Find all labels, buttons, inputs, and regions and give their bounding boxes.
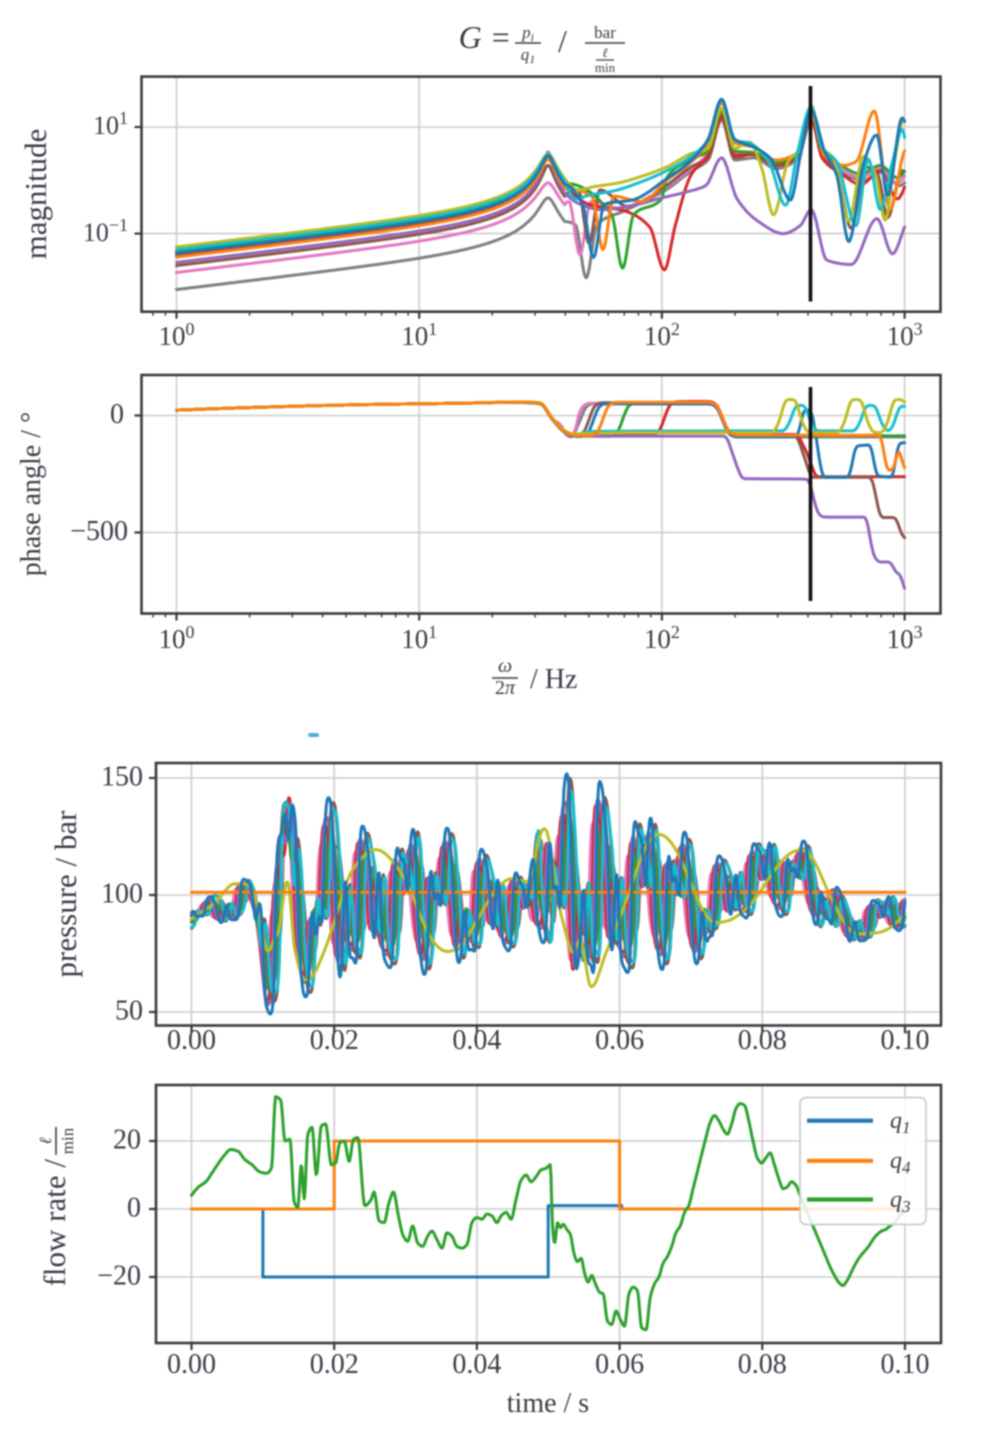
svg-text:0.06: 0.06 [595,1025,644,1056]
svg-text:/: / [558,23,567,59]
svg-text:0.10: 0.10 [881,1349,930,1380]
svg-text:−500: −500 [70,516,128,547]
svg-text:time / s: time / s [507,1388,589,1419]
svg-text:/ Hz: / Hz [530,664,577,695]
svg-text:0.08: 0.08 [738,1349,787,1380]
svg-text:0.06: 0.06 [595,1349,644,1380]
svg-text:0.04: 0.04 [452,1349,501,1380]
svg-text:0.02: 0.02 [310,1349,359,1380]
svg-text:150: 150 [101,762,143,793]
svg-text:0: 0 [127,1193,141,1224]
svg-text:ω: ω [498,655,512,677]
svg-text:min: min [595,60,616,75]
svg-text:phase angle / °: phase angle / ° [16,412,47,576]
svg-text:−20: −20 [97,1261,141,1292]
svg-text:bar: bar [594,23,616,42]
svg-text:100: 100 [101,879,143,910]
svg-text:pressure / bar: pressure / bar [48,810,83,978]
svg-text:0.00: 0.00 [167,1349,216,1380]
svg-text:0.02: 0.02 [310,1025,359,1056]
svg-text:20: 20 [113,1125,141,1156]
svg-text:50: 50 [115,996,143,1027]
svg-text:0.10: 0.10 [881,1025,930,1056]
svg-text:0.04: 0.04 [452,1025,501,1056]
svg-text:min: min [58,1127,77,1154]
svg-text:ℓ: ℓ [602,45,608,60]
svg-text:2π: 2π [495,677,516,699]
svg-text:0: 0 [110,399,124,430]
svg-text:G =: G = [459,19,512,55]
svg-text:magnitude: magnitude [18,129,53,260]
svg-text:0.08: 0.08 [738,1025,787,1056]
svg-text:ℓ: ℓ [36,1137,55,1144]
svg-text:flow rate /: flow rate / [37,1159,72,1287]
svg-text:0.00: 0.00 [167,1025,216,1056]
